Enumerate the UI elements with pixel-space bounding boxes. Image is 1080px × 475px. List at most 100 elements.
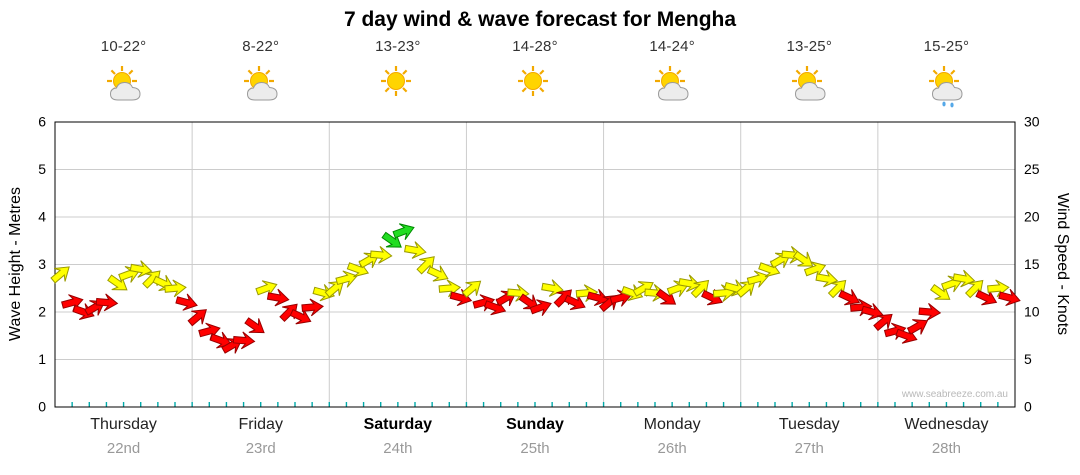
day-date: 26th [657,440,687,457]
day-date: 25th [520,440,550,457]
day-label: Saturday 24th [329,416,466,457]
wind-arrow [266,288,290,307]
wind-arrow [95,293,119,312]
left-tick-label: 4 [38,209,46,225]
day-header: 14-24° [604,38,741,109]
page-title: 7 day wind & wave forecast for Mengha [343,8,737,31]
wind-arrow [426,265,449,282]
day-date: 28th [931,440,962,457]
wind-arrow [61,294,84,312]
day-header: 15-25° [878,38,1015,109]
wind-arrow [838,289,861,306]
wind-arrow [198,322,221,340]
day-date: 24th [383,440,413,457]
wind-arrow [987,279,1010,298]
left-tick-label: 3 [38,256,46,272]
day-name: Wednesday [904,416,989,433]
wind-arrow [781,246,804,264]
wind-arrow [175,293,198,311]
wind-arrow [324,280,345,298]
wind-arrow [392,223,415,241]
right-tick-label: 20 [1024,209,1040,225]
day-label: Wednesday 28th [878,416,1015,457]
right-tick-label: 0 [1024,399,1032,415]
wind-arrow [255,280,278,298]
wind-arrow [678,274,701,293]
day-footers: Thursday 22nd Friday 23rd Saturday 24th … [55,416,1015,457]
day-date: 22nd [106,440,141,457]
wind-arrow [438,279,462,298]
day-date: 23rd [245,440,276,457]
left-tick-label: 6 [38,114,46,130]
wind-arrow [906,319,929,335]
left-tick-label: 2 [38,304,46,320]
day-header: 13-23° [329,38,466,109]
day-header: 14-28° [466,38,603,109]
day-date: 27th [794,440,824,457]
temperature-range: 15-25° [923,38,970,55]
wind-arrow [232,331,256,350]
left-tick-label: 0 [38,399,46,415]
wind-arrow [404,241,427,259]
day-headers: 10-22° 8-22° 13-23° 14-28° 14-24° [55,38,1015,109]
day-label: Tuesday 27th [741,416,878,457]
day-header: 10-22° [55,38,192,109]
right-tick-label: 25 [1024,161,1040,177]
temperature-range: 14-24° [649,38,695,55]
day-label: Friday 23rd [192,416,329,457]
right-tick-label: 30 [1024,114,1040,130]
wind-arrow [50,266,70,284]
day-name: Friday [238,416,283,433]
wind-arrow [483,298,507,316]
wind-arrow [895,326,918,344]
day-name: Tuesday [778,416,840,433]
day-header: 13-25° [741,38,878,109]
plot-frame [54,121,1016,408]
wind-arrow [644,284,667,302]
wind-arrow [529,299,552,317]
wind-arrow [187,309,207,327]
wind-arrow [803,261,827,279]
temperature-range: 10-22° [100,38,147,55]
day-name: Monday [643,416,701,433]
day-label: Thursday 22nd [55,416,192,457]
day-header: 8-22° [192,38,329,109]
wind-arrow [758,260,781,278]
wind-arrow [164,279,187,298]
wind-arrow [827,279,847,299]
wind-arrow [975,289,998,306]
wind-arrow [301,298,324,317]
right-tick-label: 15 [1024,256,1040,272]
wind-arrow [746,270,770,288]
wind-arrow [346,260,370,278]
wind-arrow [918,303,942,321]
wind-arrow [873,313,893,332]
day-label: Sunday 25th [466,416,603,457]
wind-arrow [690,279,710,299]
wind-arrow [289,308,312,325]
wind-arrow [461,280,482,298]
wind-arrow [586,288,610,307]
right-tick-label: 10 [1024,304,1040,320]
day-name: Thursday [90,416,157,433]
wind-arrow [369,246,393,264]
temperature-range: 13-25° [786,38,833,55]
day-name: Saturday [363,416,433,433]
left-tick-label: 5 [38,161,46,177]
wind-arrow [998,288,1021,307]
temperature-range: 14-28° [512,38,558,55]
wind-arrow [736,280,756,298]
day-label: Monday 26th [604,416,741,457]
wind-arrow [335,270,358,288]
wind-arrow [244,317,265,334]
wind-arrow [964,279,984,299]
wind-arrow [563,293,586,311]
wind-arrow [792,250,814,267]
watermark: www.seabreeze.com.au [901,389,1008,400]
right-tick-label: 5 [1024,351,1032,367]
left-tick-label: 1 [38,351,46,367]
wind-arrow [449,288,473,307]
temperature-range: 13-23° [375,38,421,55]
